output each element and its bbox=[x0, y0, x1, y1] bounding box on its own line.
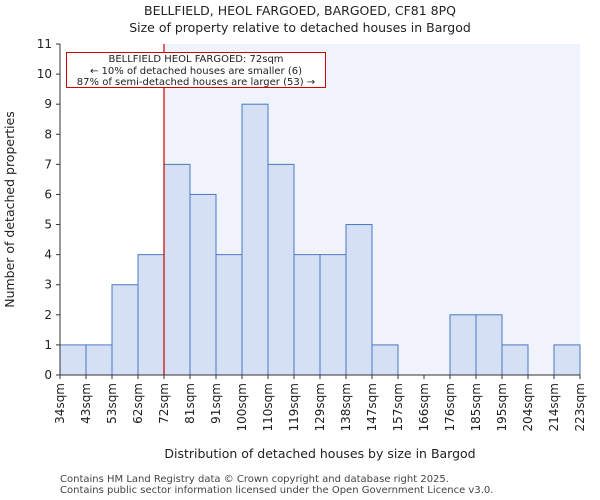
y-tick-label: 1 bbox=[44, 338, 52, 352]
bar bbox=[371, 344, 399, 376]
x-tick-label: 43sqm bbox=[79, 383, 93, 424]
bar bbox=[319, 254, 347, 376]
bar bbox=[59, 344, 87, 376]
y-tick-label: 3 bbox=[44, 278, 52, 292]
bar bbox=[111, 284, 139, 376]
x-tick-label: 176sqm bbox=[443, 383, 457, 431]
bar bbox=[137, 254, 165, 376]
bar bbox=[85, 344, 113, 376]
y-tick-label: 2 bbox=[44, 308, 52, 322]
y-tick-label: 4 bbox=[44, 248, 52, 262]
bar bbox=[449, 314, 477, 376]
y-tick-label: 6 bbox=[44, 187, 52, 201]
annotation-line-2: ← 10% of detached houses are smaller (6) bbox=[90, 65, 302, 77]
x-tick-label: 100sqm bbox=[235, 383, 249, 431]
chart-subtitle: Size of property relative to detached ho… bbox=[129, 20, 471, 35]
bar bbox=[215, 254, 243, 376]
x-tick-label: 138sqm bbox=[339, 383, 353, 431]
annotation-line-3: 87% of semi-detached houses are larger (… bbox=[76, 77, 316, 88]
x-tick-label: 195sqm bbox=[495, 383, 509, 431]
y-tick-label: 5 bbox=[44, 218, 52, 232]
annotation-box: BELLFIELD HEOL FARGOED: 72sqm ← 10% of d… bbox=[66, 52, 326, 88]
y-axis-title: Number of detached properties bbox=[2, 111, 17, 308]
chart-title: BELLFIELD, HEOL FARGOED, BARGOED, CF81 8… bbox=[144, 3, 456, 18]
x-tick-label: 110sqm bbox=[261, 383, 275, 431]
bar bbox=[189, 193, 217, 376]
x-tick-label: 81sqm bbox=[183, 383, 197, 424]
bar bbox=[475, 314, 503, 376]
bar bbox=[345, 224, 373, 376]
y-tick-label: 7 bbox=[44, 157, 52, 171]
x-tick-label: 147sqm bbox=[365, 383, 379, 431]
y-tick-label: 8 bbox=[44, 127, 52, 141]
x-tick-label: 91sqm bbox=[209, 383, 223, 424]
x-tick-label: 204sqm bbox=[521, 383, 535, 431]
bar bbox=[267, 163, 295, 376]
y-tick-label: 0 bbox=[44, 368, 52, 382]
y-tick-label: 11 bbox=[37, 37, 52, 51]
x-tick-label: 214sqm bbox=[547, 383, 561, 431]
bar bbox=[501, 344, 529, 376]
bar bbox=[241, 103, 269, 376]
x-tick-label: 185sqm bbox=[469, 383, 483, 431]
x-tick-label: 166sqm bbox=[417, 383, 431, 431]
x-axis-title: Distribution of detached houses by size … bbox=[164, 446, 475, 461]
x-tick-label: 157sqm bbox=[391, 383, 405, 431]
x-tick-label: 62sqm bbox=[131, 383, 145, 424]
x-tick-label: 34sqm bbox=[53, 383, 67, 424]
footer-line-1: Contains HM Land Registry data © Crown c… bbox=[60, 474, 449, 485]
y-tick-label: 10 bbox=[37, 67, 52, 81]
bar bbox=[553, 344, 581, 376]
x-tick-label: 53sqm bbox=[105, 383, 119, 424]
x-tick-label: 119sqm bbox=[287, 383, 301, 431]
footer-line-2: Contains public sector information licen… bbox=[60, 485, 494, 496]
y-tick-label: 9 bbox=[44, 97, 52, 111]
annotation-line-1: BELLFIELD HEOL FARGOED: 72sqm bbox=[108, 54, 284, 65]
x-tick-label: 223sqm bbox=[573, 383, 587, 431]
x-tick-label: 72sqm bbox=[157, 383, 171, 424]
x-tick-label: 129sqm bbox=[313, 383, 327, 431]
bar bbox=[293, 254, 321, 376]
bar bbox=[163, 163, 191, 376]
